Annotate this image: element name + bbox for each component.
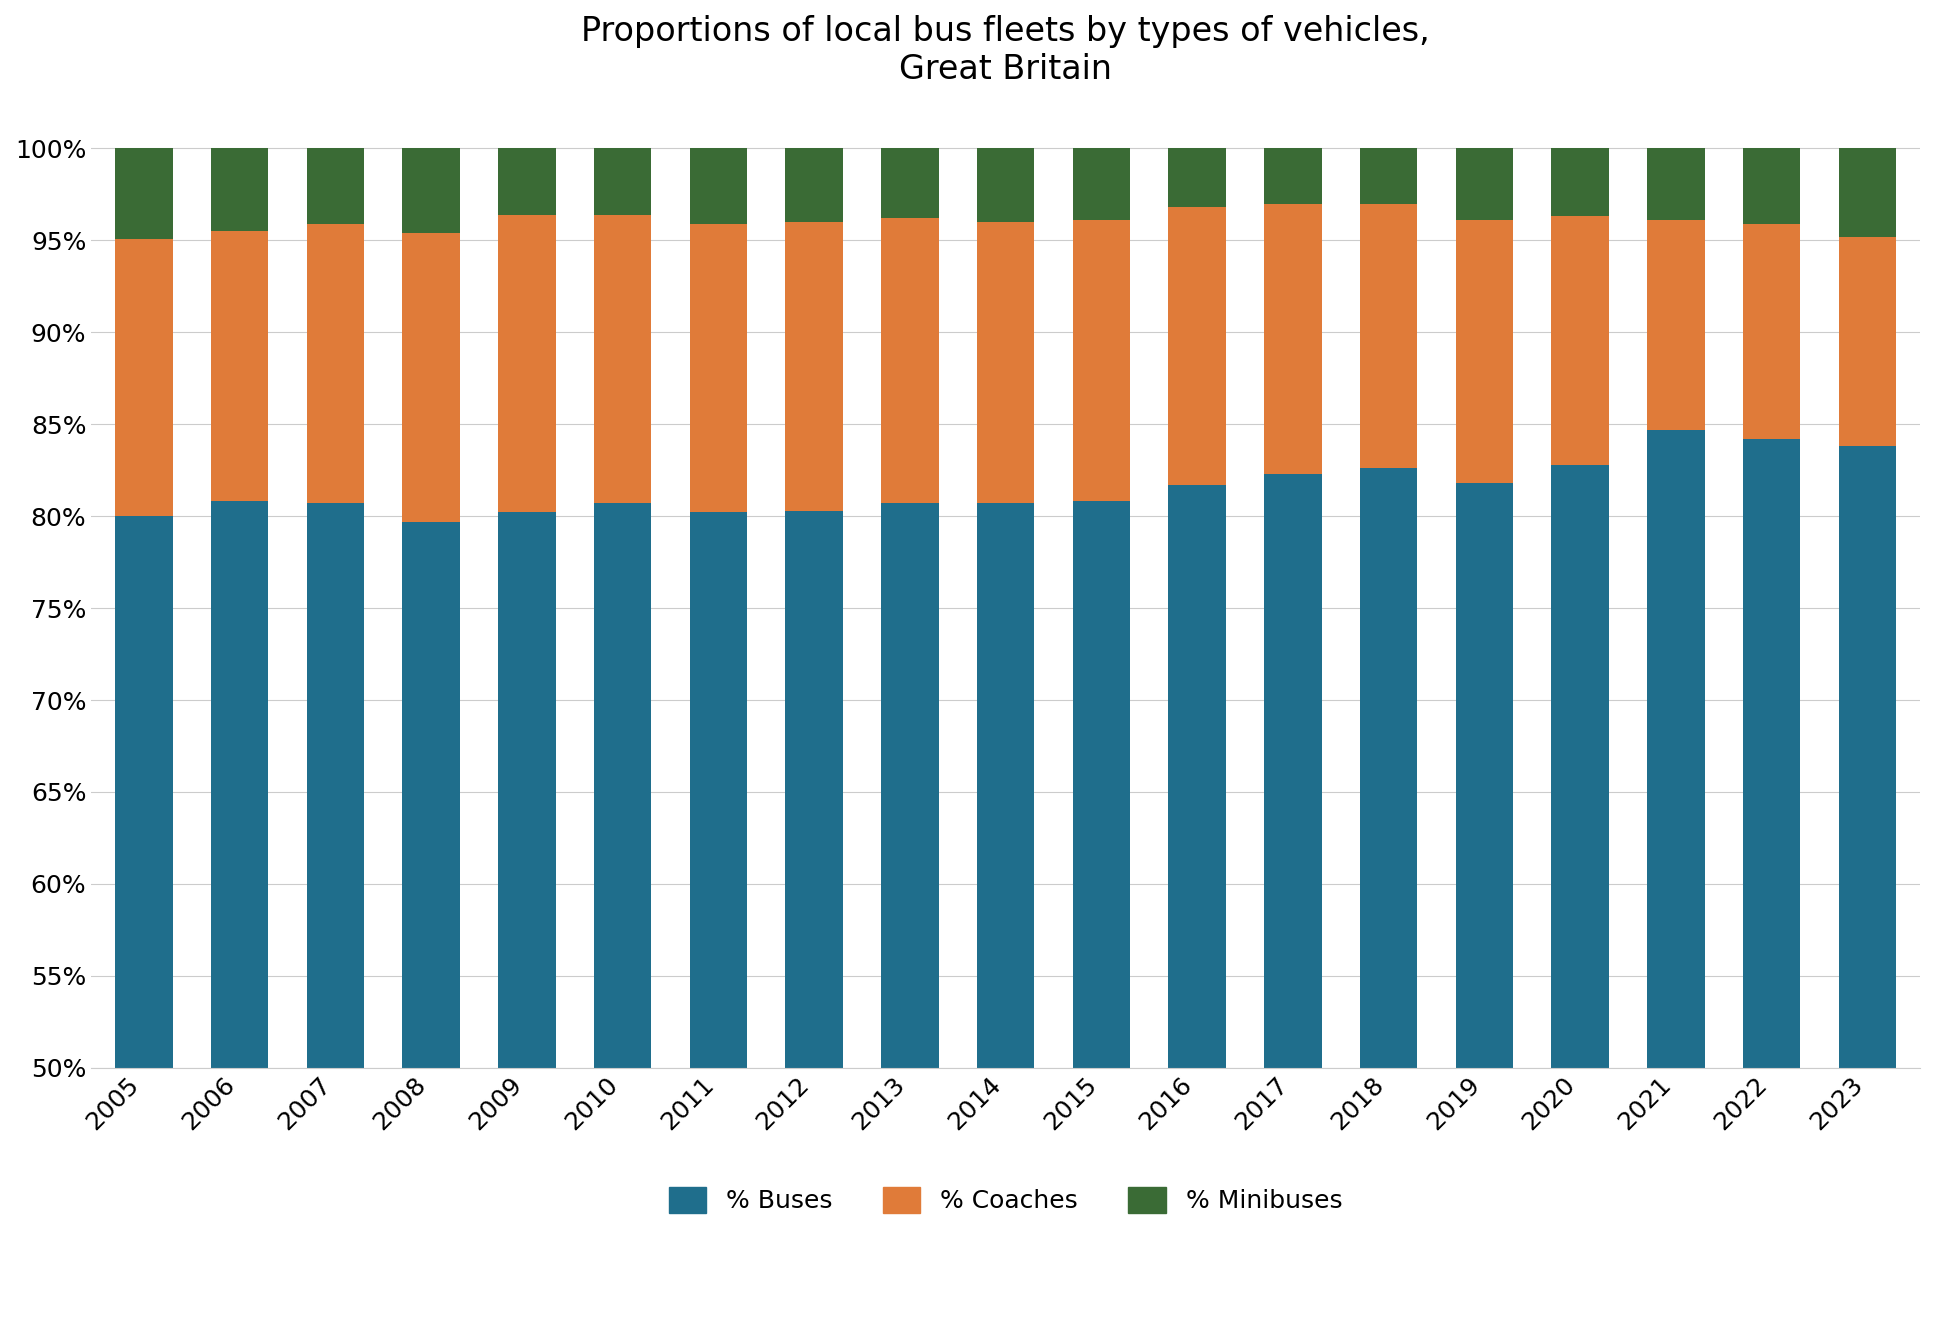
Bar — [1264, 149, 1322, 203]
Bar — [880, 504, 938, 1319]
Bar — [1552, 216, 1608, 464]
Bar — [1455, 149, 1513, 220]
Bar — [594, 504, 652, 1319]
Bar — [880, 219, 938, 504]
Bar — [306, 224, 364, 504]
Bar — [402, 522, 461, 1319]
Bar — [1743, 149, 1800, 224]
Bar — [786, 510, 844, 1319]
Bar — [497, 215, 555, 513]
Bar — [402, 149, 461, 233]
Bar — [1838, 149, 1896, 236]
Bar — [211, 231, 269, 501]
Bar — [1072, 220, 1130, 501]
Bar — [306, 504, 364, 1319]
Bar — [1743, 439, 1800, 1319]
Bar — [594, 215, 652, 504]
Bar — [116, 149, 172, 239]
Bar — [211, 149, 269, 231]
Bar — [1360, 149, 1416, 203]
Bar — [116, 516, 172, 1319]
Bar — [1264, 474, 1322, 1319]
Bar — [1072, 149, 1130, 220]
Bar — [689, 513, 747, 1319]
Bar — [1169, 149, 1227, 207]
Bar — [1455, 220, 1513, 483]
Bar — [1169, 207, 1227, 485]
Legend: % Buses, % Coaches, % Minibuses: % Buses, % Coaches, % Minibuses — [656, 1174, 1354, 1225]
Bar — [1647, 149, 1705, 220]
Bar — [1743, 224, 1800, 439]
Bar — [1647, 430, 1705, 1319]
Bar — [1360, 203, 1416, 468]
Bar — [402, 233, 461, 522]
Bar — [1552, 149, 1608, 216]
Bar — [1838, 446, 1896, 1319]
Bar — [1455, 483, 1513, 1319]
Bar — [977, 149, 1035, 222]
Bar — [497, 513, 555, 1319]
Bar — [786, 149, 844, 222]
Bar — [1552, 464, 1608, 1319]
Bar — [211, 501, 269, 1319]
Bar — [594, 149, 652, 215]
Bar — [1072, 501, 1130, 1319]
Bar — [880, 149, 938, 219]
Bar — [1647, 220, 1705, 430]
Bar — [1838, 236, 1896, 446]
Bar — [689, 224, 747, 513]
Bar — [497, 149, 555, 215]
Bar — [1264, 203, 1322, 474]
Bar — [306, 149, 364, 224]
Bar — [116, 239, 172, 516]
Bar — [977, 222, 1035, 504]
Title: Proportions of local bus fleets by types of vehicles,
Great Britain: Proportions of local bus fleets by types… — [580, 15, 1430, 86]
Bar — [786, 222, 844, 510]
Bar — [977, 504, 1035, 1319]
Bar — [1360, 468, 1416, 1319]
Bar — [689, 149, 747, 224]
Bar — [1169, 485, 1227, 1319]
